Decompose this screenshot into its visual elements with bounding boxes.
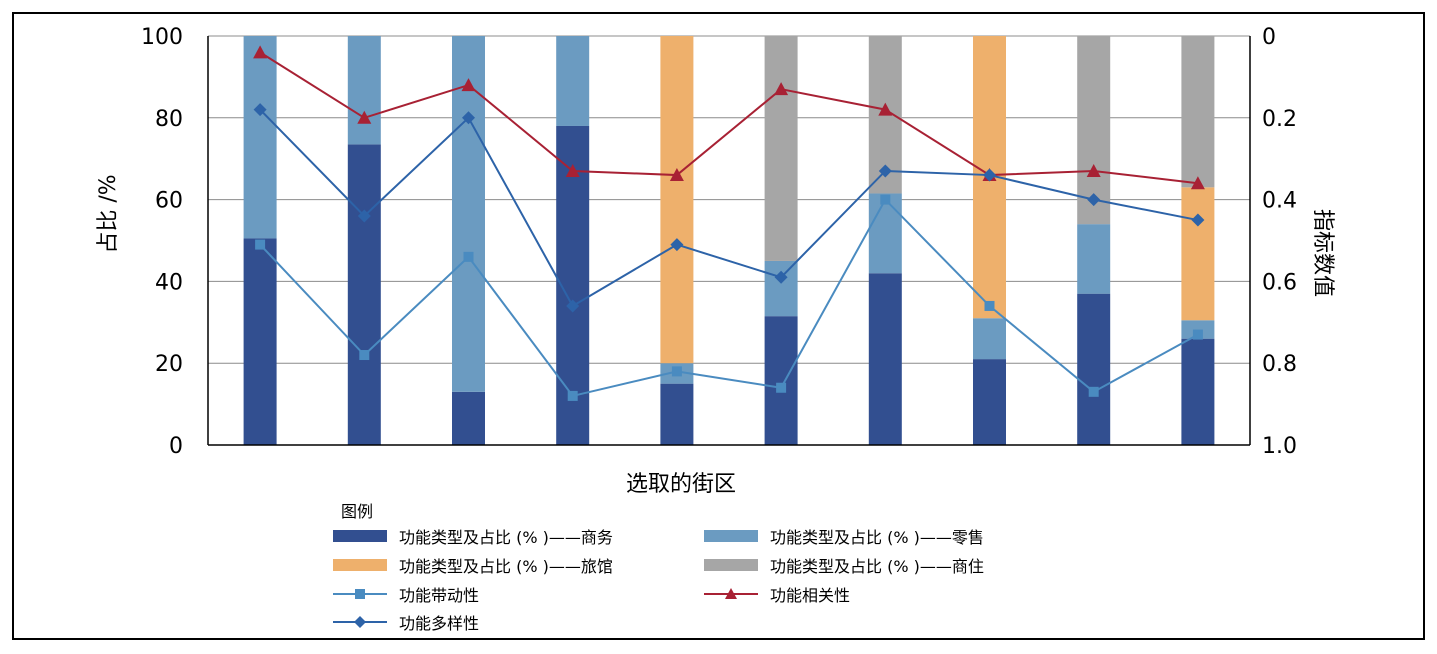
data-point-triangle (878, 102, 893, 116)
legend-item-diversity: 功能多样性 (333, 609, 479, 635)
bar-segment (764, 260, 798, 317)
data-point-diamond (774, 270, 788, 284)
bar-segment (1181, 320, 1215, 339)
legend-item-correlation: 功能相关性 (704, 581, 850, 607)
legend-label-driving: 功能带动性 (399, 586, 480, 605)
data-point-triangle (253, 45, 268, 59)
data-point-diamond (253, 103, 267, 117)
y-axis-left-title: 占比 /% (96, 174, 121, 254)
bar-segment (452, 391, 485, 445)
y-axis-right-title: 指标数值 (1310, 208, 1335, 298)
y-left-tick-label: 100 (141, 25, 183, 50)
x-axis-title: 选取的街区 (625, 472, 737, 497)
y-right-tick-label: 0.2 (1262, 107, 1297, 132)
chart-frame (12, 12, 1425, 640)
bar-segment (660, 36, 694, 364)
bar-segment (243, 36, 277, 239)
data-point-triangle (774, 82, 789, 96)
bar-segment (660, 383, 694, 445)
bar-segment (347, 144, 381, 445)
bar-segment (1077, 293, 1111, 445)
series-line (259, 51, 1199, 185)
legend-item-driving: 功能带动性 (333, 581, 479, 607)
y-left-tick-label: 60 (155, 189, 183, 214)
data-point-triangle (565, 163, 580, 177)
bar-segment (973, 359, 1006, 445)
y-right-tick-label: 0.4 (1262, 189, 1297, 214)
bar-segment (1181, 187, 1215, 321)
bar-segment (1181, 338, 1215, 445)
y-right-tick-label: 1.0 (1262, 434, 1297, 459)
legend-line-driving (333, 589, 387, 599)
bar-segment (764, 316, 798, 445)
legend-swatch-residential (704, 559, 758, 571)
data-point-square (984, 300, 995, 311)
legend-label-diversity: 功能多样性 (399, 614, 480, 633)
data-point-diamond (670, 238, 684, 252)
bar-segment (1181, 36, 1215, 188)
data-point-square (671, 366, 682, 377)
data-point-triangle (461, 78, 476, 92)
data-point-diamond (983, 168, 996, 182)
bar-segment (347, 36, 381, 145)
y-right-tick-label: 0.6 (1262, 270, 1297, 295)
legend-line-diversity (333, 616, 387, 628)
legend-item-commerce: 功能类型及占比 (% )——商务 (333, 523, 613, 549)
legend-label-correlation: 功能相关性 (770, 586, 851, 605)
data-point-diamond (1191, 213, 1205, 227)
legend-swatch-commerce (333, 530, 387, 542)
data-point-square (776, 382, 787, 393)
legend-item-residential: 功能类型及占比 (% )——商住 (704, 552, 984, 578)
data-point-diamond (878, 164, 892, 178)
data-point-triangle (1086, 163, 1101, 177)
legend-item-retail: 功能类型及占比 (% )——零售 (704, 523, 984, 549)
legend-swatch-retail (704, 530, 758, 542)
data-point-square (463, 251, 474, 262)
data-point-diamond (462, 111, 475, 125)
data-point-diamond (357, 209, 371, 223)
y-left-tick-label: 40 (155, 270, 183, 295)
data-point-diamond (1087, 193, 1101, 207)
bar-segment (973, 318, 1006, 360)
legend-label-hotel: 功能类型及占比 (% )——旅馆 (399, 557, 613, 576)
bar-segment (243, 238, 277, 445)
legend-label-commerce: 功能类型及占比 (% )——商务 (399, 528, 613, 547)
legend-line-correlation (704, 588, 758, 599)
series-line (259, 108, 1199, 308)
bar-segment (868, 273, 902, 445)
legend-item-hotel: 功能类型及占比 (% )——旅馆 (333, 552, 613, 578)
bar-segment (868, 193, 902, 274)
bar-segment (1077, 36, 1111, 225)
series-line (259, 197, 1199, 398)
data-point-square (880, 194, 891, 205)
data-point-square (255, 239, 266, 250)
data-point-square (359, 350, 370, 361)
bar-segment (764, 36, 798, 261)
y-left-tick-label: 20 (155, 352, 183, 377)
data-point-square (1192, 329, 1203, 340)
legend-label-retail: 功能类型及占比 (% )——零售 (770, 528, 984, 547)
data-point-triangle (669, 168, 684, 182)
legend-title: 图例 (341, 502, 374, 521)
data-point-square (1088, 386, 1099, 397)
y-right-tick-label: 0 (1262, 25, 1276, 50)
data-point-diamond (566, 299, 580, 313)
y-left-tick-label: 80 (155, 107, 183, 132)
bar-segment (1077, 224, 1111, 294)
data-point-square (567, 390, 578, 401)
bar-segment (556, 36, 590, 126)
y-left-tick-label: 0 (169, 434, 183, 459)
data-point-triangle (1190, 176, 1205, 190)
legend-label-residential: 功能类型及占比 (% )——商住 (770, 557, 984, 576)
y-right-tick-label: 0.8 (1262, 352, 1297, 377)
data-point-triangle (357, 110, 372, 124)
legend-swatch-hotel (333, 559, 387, 571)
